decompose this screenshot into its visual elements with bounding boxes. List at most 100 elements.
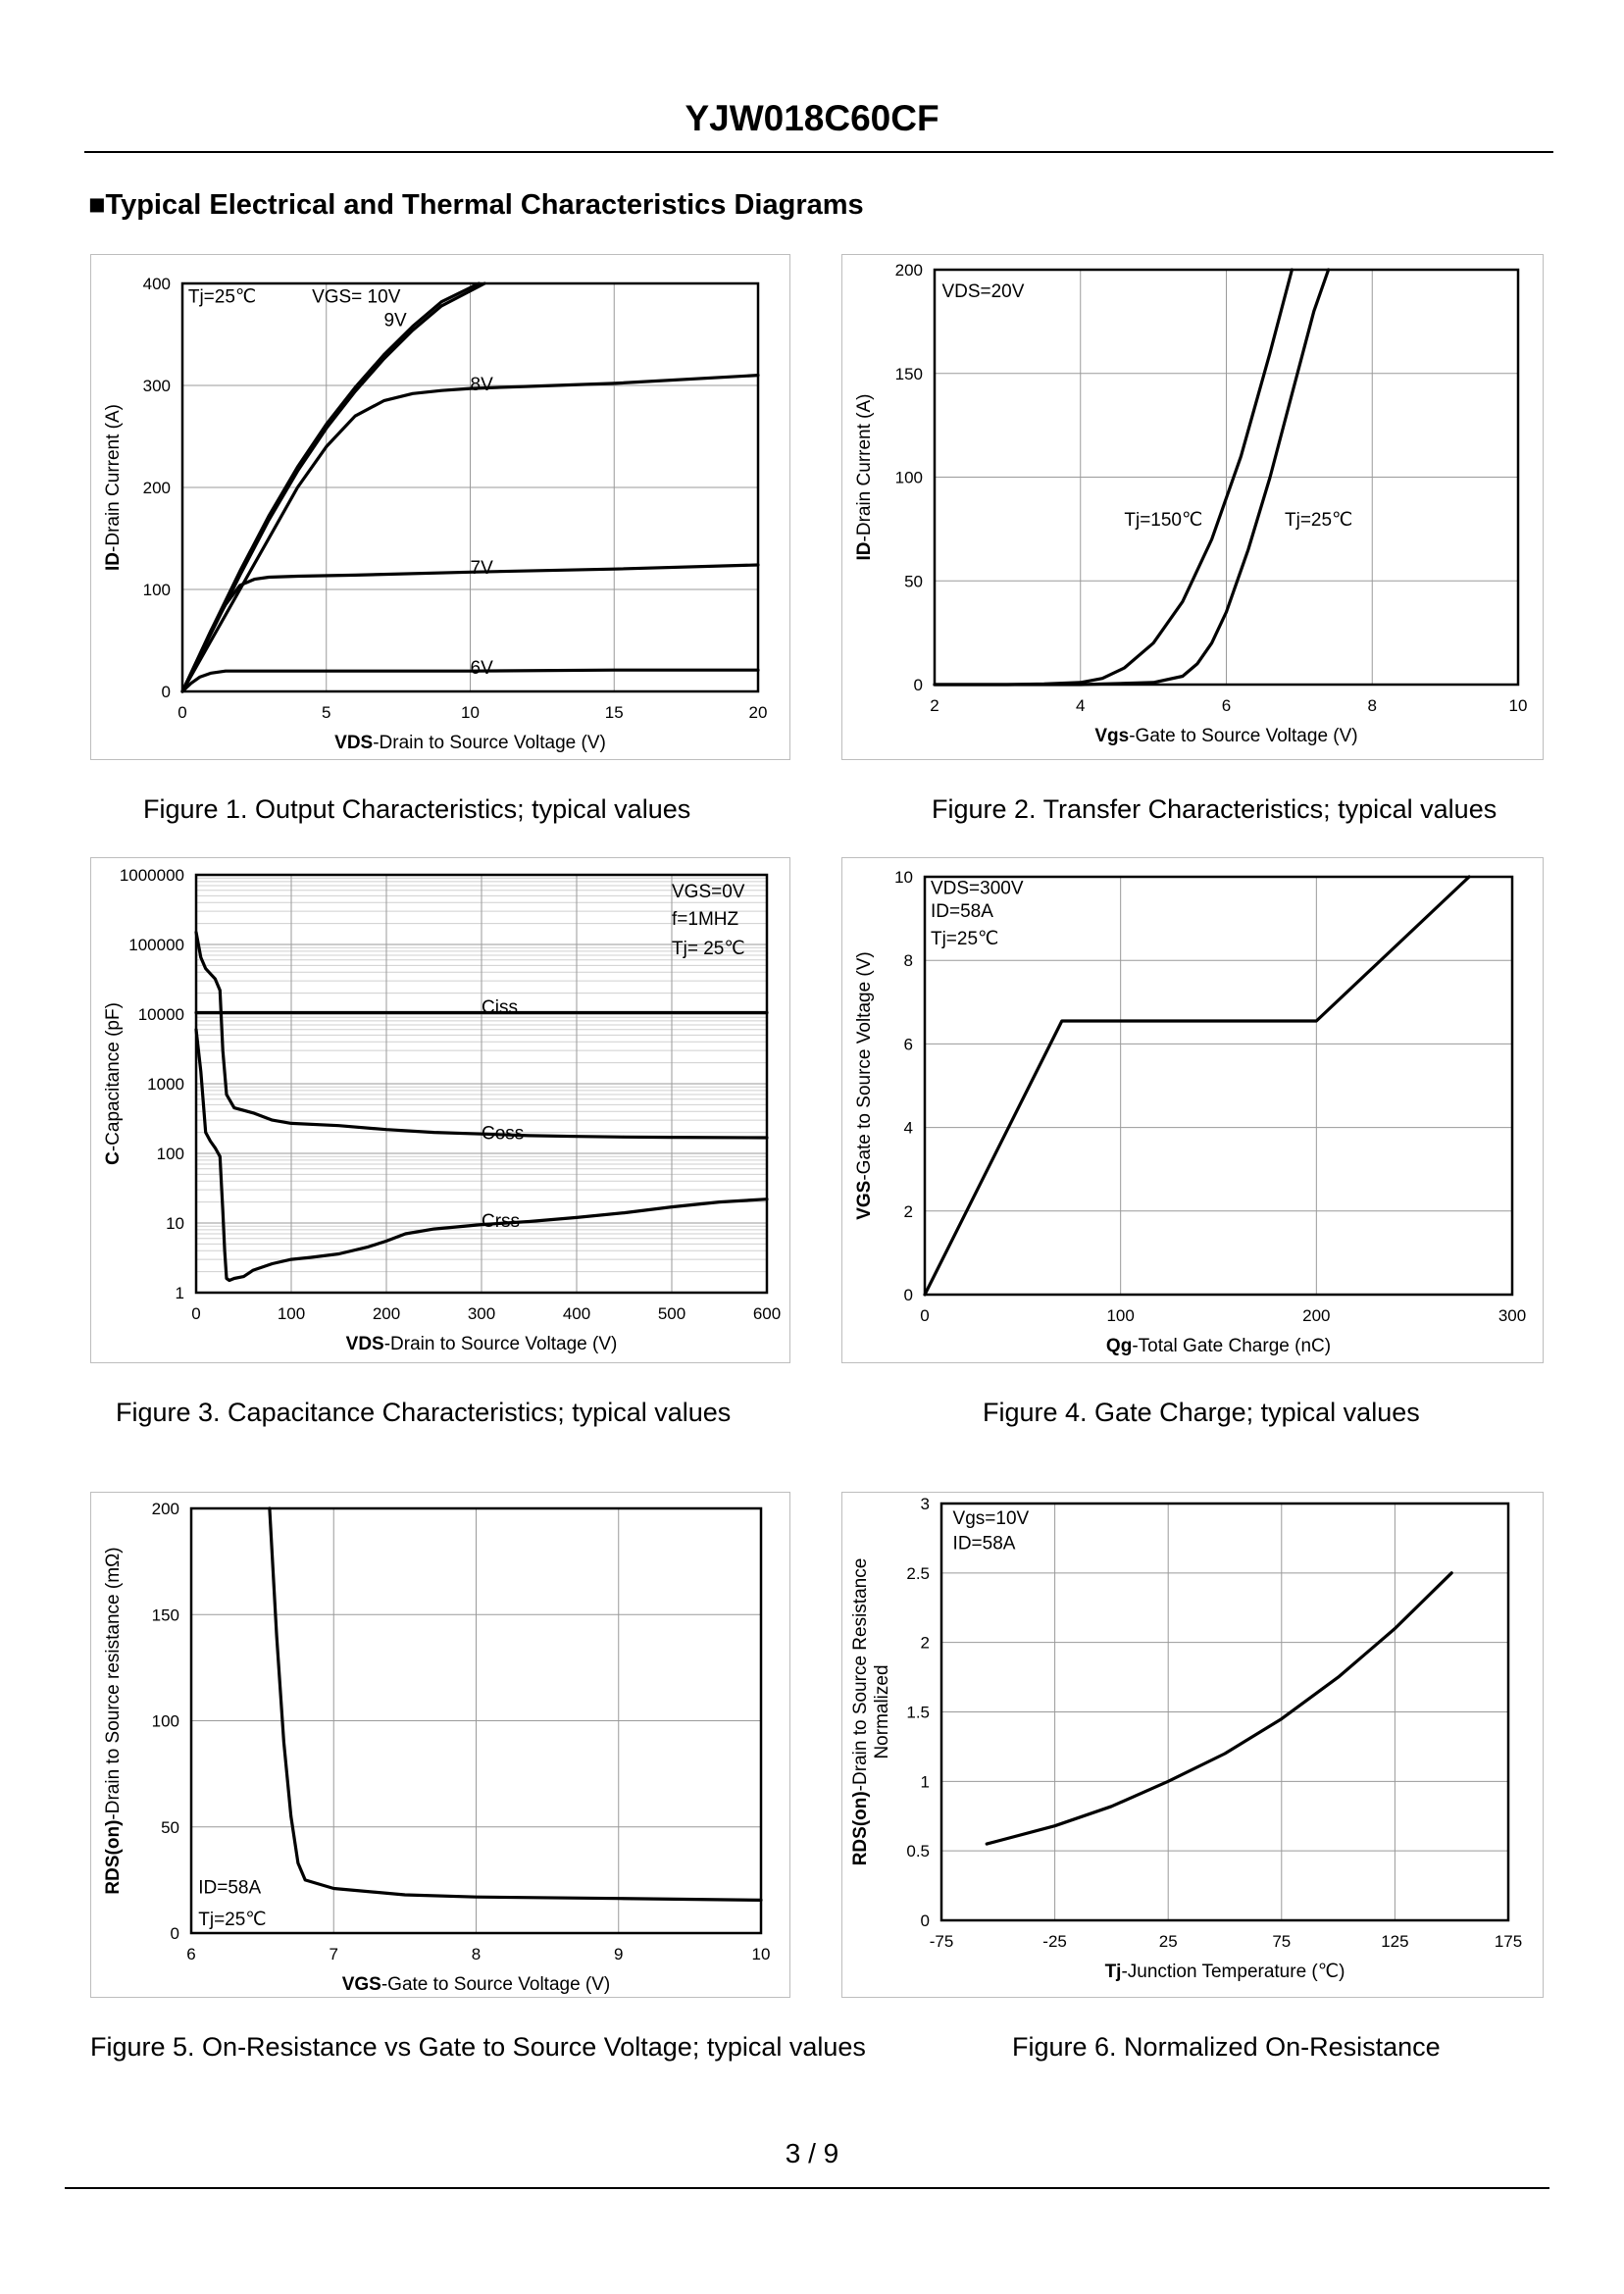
figure-1-chart: 0 5 10 15 20 0 100 200 300 400 VDS-Drain to Source… <box>90 254 790 760</box>
fig3-x-tick-label: 200 <box>373 1304 400 1323</box>
fig1-y-tick-label: 300 <box>143 377 171 395</box>
fig6-y-axis-label-text: -Drain to Source Resistance <box>850 1558 871 1792</box>
fig2-x-axis-label-bold: Vgs <box>1094 726 1129 746</box>
figure-1-caption: Figure 1. Output Characteristics; typica… <box>143 794 691 824</box>
fig3-y-tick-label: 1000 <box>147 1075 184 1094</box>
fig3-plot-frame <box>194 873 769 1295</box>
fig3-y-axis-label-bold: C <box>103 1151 124 1165</box>
figure-3-chart: 0 100 200 300 400 500 600 1 10 100 1000 10000 100000… <box>90 857 790 1363</box>
fig5-annotation: ID=58A <box>198 1877 261 1898</box>
fig1-x-tick-label: 20 <box>749 703 768 722</box>
fig4-x-tick-label: 300 <box>1498 1306 1526 1325</box>
fig3-series-coss <box>194 930 769 1140</box>
fig3-annotation: Coss <box>482 1124 524 1145</box>
fig2-y-tick-label: 200 <box>895 261 923 280</box>
fig1-x-axis-label: VDS-Drain to Source Voltage (V) <box>334 733 606 753</box>
fig3-x-tick-label: 100 <box>278 1304 305 1323</box>
fig5-y-tick-label: 150 <box>152 1606 179 1624</box>
fig3-x-axis-label-bold: VDS <box>346 1334 384 1354</box>
fig6-y-tick-label: 3 <box>921 1495 930 1513</box>
fig4-y-tick-label: 0 <box>904 1286 913 1304</box>
fig3-x-axis-label: VDS-Drain to Source Voltage (V) <box>346 1334 618 1354</box>
fig6-x-axis-label: Tj-Junction Temperature (℃) <box>1105 1962 1345 1982</box>
fig2-x-tick-label: 8 <box>1368 696 1377 715</box>
fig1-annotation: 6V <box>471 658 494 679</box>
fig3-x-tick-label: 300 <box>468 1304 495 1323</box>
fig4-series-vgs <box>923 875 1471 1297</box>
fig2-x-tick-label: 10 <box>1509 696 1528 715</box>
fig3-x-tick-label: 500 <box>658 1304 685 1323</box>
fig4-gridlines <box>924 876 1513 1296</box>
fig3-x-axis-label-text: -Drain to Source Voltage (V) <box>384 1334 618 1354</box>
fig3-y-tick-label: 10 <box>166 1214 184 1233</box>
document-title: YJW018C60CF <box>685 98 939 138</box>
fig3-y-tick-label: 10000 <box>138 1005 184 1024</box>
figure-3-svg: 0 100 200 300 400 500 600 1 10 100 1000 10000 100000… <box>103 866 781 1354</box>
fig2-x-tick-label: 6 <box>1222 696 1231 715</box>
fig6-x-tick-label: 75 <box>1272 1932 1291 1951</box>
fig4-y-axis-label-text: -Gate to Source Voltage (V) <box>854 951 875 1180</box>
title-divider <box>84 151 1553 153</box>
fig2-x-tick-label: 4 <box>1076 696 1085 715</box>
fig6-y-tick-label: 1 <box>921 1772 930 1791</box>
fig6-y-axis-label: RDS(on)-Drain to Source Resistance <box>850 1558 871 1866</box>
fig4-y-tick-label: 2 <box>904 1202 913 1221</box>
fig3-x-tick-label: 600 <box>753 1304 781 1323</box>
fig1-y-axis-label-text: -Drain Current (A) <box>103 404 124 552</box>
fig5-y-axis-label: RDS(on)-Drain to Source resistance (mΩ) <box>103 1547 124 1894</box>
fig5-gridlines <box>190 1507 762 1934</box>
fig3-annotation: Tj= 25℃ <box>672 939 745 959</box>
figure-2-caption: Figure 2. Transfer Characteristics; typi… <box>932 794 1497 824</box>
fig4-x-axis-label: Qg-Total Gate Charge (nC) <box>1106 1336 1331 1356</box>
fig1-x-tick-label: 0 <box>178 703 186 722</box>
fig3-annotation: VGS=0V <box>672 882 745 902</box>
figure-5-caption: Figure 5. On-Resistance vs Gate to Sourc… <box>90 2032 866 2062</box>
fig5-x-axis-label: VGS-Gate to Source Voltage (V) <box>342 1974 611 1995</box>
fig5-y-axis-label-bold: RDS(on) <box>103 1820 124 1895</box>
fig1-annotation: Tj=25℃ <box>188 286 256 307</box>
fig4-x-tick-label: 200 <box>1302 1306 1330 1325</box>
figure-2-chart: 2 4 6 8 10 0 50 100 150 200 Vgs-Gate to Source Vol… <box>841 254 1544 760</box>
fig1-plot-frame <box>180 281 760 693</box>
fig5-y-axis-label-text: -Drain to Source resistance (mΩ) <box>103 1547 124 1819</box>
fig1-series-7v <box>180 563 760 693</box>
fig4-x-tick-label: 0 <box>920 1306 929 1325</box>
figure-5-chart: 6 7 8 9 10 0 50 100 150 200 VGS-Gate to Source Vol… <box>90 1492 790 1998</box>
fig6-series-rds-on-normalized <box>985 1571 1453 1846</box>
fig4-y-tick-label: 4 <box>904 1119 913 1138</box>
fig1-y-axis-label-bold: ID <box>103 552 124 571</box>
fig2-y-tick-label: 0 <box>914 676 923 694</box>
fig6-y-tick-label: 0.5 <box>906 1842 930 1861</box>
fig1-series-6v <box>180 668 760 693</box>
fig6-y-tick-label: 0 <box>921 1912 930 1930</box>
fig2-series-tj-25- <box>933 268 1331 687</box>
figure-4-caption: Figure 4. Gate Charge; typical values <box>983 1398 1420 1427</box>
fig5-y-tick-label: 0 <box>171 1924 179 1943</box>
fig1-y-tick-label: 400 <box>143 275 171 293</box>
fig4-x-tick-label: 100 <box>1106 1306 1134 1325</box>
fig4-y-axis-label: VGS-Gate to Source Voltage (V) <box>854 951 875 1220</box>
fig1-gridlines <box>181 282 759 692</box>
fig1-x-tick-label: 10 <box>461 703 480 722</box>
figure-6-svg: -75 -25 25 75 125 175 0 0.5 1 1.5 2 2.5 3 Tj-Junction… <box>850 1495 1522 1982</box>
fig5-x-tick-label: 10 <box>752 1945 771 1963</box>
fig4-annotation: Tj=25℃ <box>931 929 998 949</box>
fig5-series-rds-on- <box>268 1506 763 1902</box>
fig6-annotation: ID=58A <box>953 1534 1016 1555</box>
fig3-annotation: f=1MHZ <box>672 909 738 930</box>
fig4-plot-frame <box>923 875 1514 1297</box>
fig1-series-9v <box>180 281 486 693</box>
figure-6-caption: Figure 6. Normalized On-Resistance <box>1012 2032 1441 2062</box>
page-number: 3 / 9 <box>785 2138 839 2168</box>
fig4-y-tick-label: 6 <box>904 1035 913 1053</box>
fig2-annotation: Tj=150℃ <box>1124 510 1202 531</box>
fig5-y-tick-label: 100 <box>152 1712 179 1731</box>
fig4-annotation: VDS=300V <box>931 879 1024 899</box>
fig3-y-tick-label: 1000000 <box>120 866 184 885</box>
fig4-y-axis-label-bold: VGS <box>854 1181 875 1220</box>
footer-divider <box>65 2187 1549 2189</box>
fig5-y-tick-label: 50 <box>161 1818 179 1837</box>
fig3-annotation: Ciss <box>482 997 518 1018</box>
fig3-y-tick-label: 1 <box>176 1284 184 1302</box>
fig6-gridlines <box>940 1503 1509 1921</box>
